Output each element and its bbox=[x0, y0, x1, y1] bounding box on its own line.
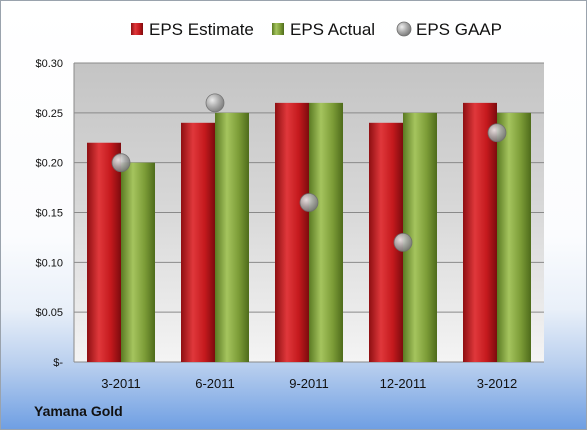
bar-eps-estimate bbox=[275, 102, 309, 362]
bar-eps-estimate bbox=[87, 142, 121, 362]
marker-eps-gaap bbox=[393, 232, 413, 252]
marker-eps-gaap bbox=[299, 193, 319, 212]
y-tick-label: $0.15 bbox=[35, 208, 63, 220]
x-tick-label: 3-2012 bbox=[477, 376, 517, 391]
y-tick-label: $0.25 bbox=[35, 108, 63, 120]
bar-eps-actual bbox=[309, 102, 343, 362]
company-name: Yamana Gold bbox=[34, 403, 123, 419]
legend-label: EPS Actual bbox=[290, 20, 375, 39]
legend-swatch-eps-estimate bbox=[131, 23, 143, 35]
x-tick-label: 9-2011 bbox=[289, 376, 329, 391]
bar-eps-actual bbox=[215, 112, 249, 362]
y-tick-label: $- bbox=[53, 357, 63, 369]
marker-eps-gaap bbox=[205, 93, 225, 113]
bar-eps-actual bbox=[497, 112, 531, 362]
x-tick-label: 6-2011 bbox=[195, 376, 235, 391]
x-tick-label: 12-2011 bbox=[380, 376, 427, 391]
marker-eps-gaap bbox=[487, 123, 507, 143]
legend-swatch-eps-actual bbox=[272, 23, 284, 35]
bar-eps-actual bbox=[121, 162, 155, 362]
legend-label: EPS GAAP bbox=[416, 20, 502, 39]
y-tick-label: $0.20 bbox=[35, 158, 63, 170]
legend-label: EPS Estimate bbox=[149, 20, 254, 39]
y-tick-label: $0.10 bbox=[35, 257, 63, 269]
bar-eps-estimate bbox=[463, 102, 497, 362]
y-tick-label: $0.05 bbox=[35, 307, 63, 319]
marker-eps-gaap bbox=[111, 153, 131, 173]
x-tick-label: 3-2011 bbox=[101, 376, 141, 391]
bar-eps-estimate bbox=[181, 122, 215, 362]
legend-swatch-eps-gaap bbox=[396, 21, 412, 37]
y-tick-label: $0.30 bbox=[35, 58, 63, 70]
